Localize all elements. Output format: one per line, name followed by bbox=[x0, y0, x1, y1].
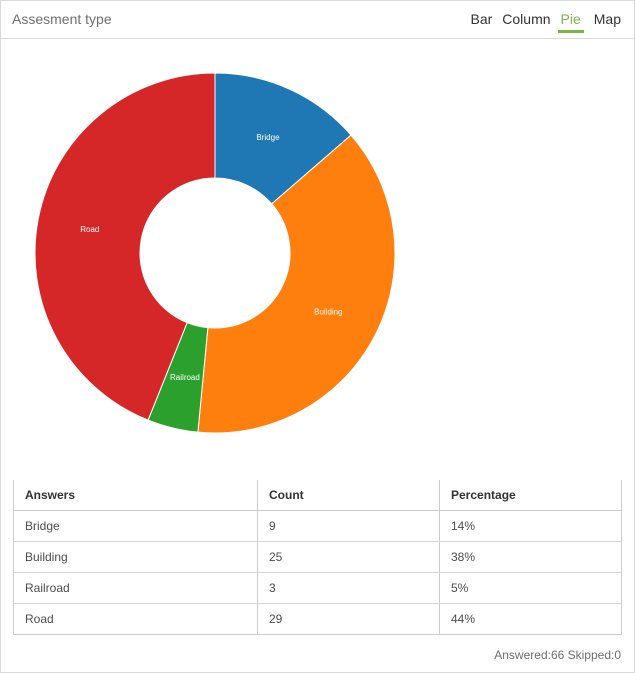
percentage-cell: 38% bbox=[439, 541, 622, 573]
chart-type-tabs: Bar Column Pie Map bbox=[460, 11, 621, 33]
slice-label-bridge: Bridge bbox=[256, 133, 280, 142]
answers-table: Answers Count Percentage Bridge 9 14% Bu… bbox=[13, 480, 622, 635]
answer-cell: Building bbox=[13, 541, 258, 573]
donut-chart: Bridge Building Railroad Road bbox=[34, 72, 396, 434]
question-title: Assesment type bbox=[12, 11, 112, 27]
tab-map[interactable]: Map bbox=[593, 11, 621, 27]
count-cell: 29 bbox=[257, 603, 440, 635]
tab-column[interactable]: Column bbox=[502, 11, 551, 27]
count-cell: 3 bbox=[257, 572, 440, 604]
pie-slice-road[interactable] bbox=[34, 72, 216, 421]
count-cell: 9 bbox=[257, 510, 440, 542]
answers-table-container: Answers Count Percentage Bridge 9 14% Bu… bbox=[13, 480, 622, 635]
header-percentage: Percentage bbox=[439, 480, 622, 511]
table-header-row: Answers Count Percentage bbox=[13, 480, 622, 511]
tab-pie[interactable]: Pie bbox=[557, 11, 584, 33]
header-answers: Answers bbox=[13, 480, 258, 511]
count-cell: 25 bbox=[257, 541, 440, 573]
tab-bar[interactable]: Bar bbox=[470, 11, 493, 27]
table-row: Building 25 38% bbox=[13, 541, 622, 573]
slice-label-building: Building bbox=[314, 307, 342, 316]
percentage-cell: 14% bbox=[439, 510, 622, 542]
table-row: Road 29 44% bbox=[13, 603, 622, 635]
pie-slice-building[interactable] bbox=[197, 134, 396, 434]
pie-slice-bridge[interactable] bbox=[214, 72, 352, 205]
panel-header: Assesment type Bar Column Pie Map bbox=[1, 1, 634, 39]
percentage-cell: 5% bbox=[439, 572, 622, 604]
table-row: Bridge 9 14% bbox=[13, 510, 622, 542]
answer-cell: Road bbox=[13, 603, 258, 635]
slice-label-road: Road bbox=[80, 225, 99, 234]
percentage-cell: 44% bbox=[439, 603, 622, 635]
response-summary: Answered:66 Skipped:0 bbox=[494, 648, 621, 662]
answer-cell: Railroad bbox=[13, 572, 258, 604]
table-row: Railroad 3 5% bbox=[13, 572, 622, 604]
slice-label-railroad: Railroad bbox=[170, 373, 200, 382]
answer-cell: Bridge bbox=[13, 510, 258, 542]
header-count: Count bbox=[257, 480, 440, 511]
